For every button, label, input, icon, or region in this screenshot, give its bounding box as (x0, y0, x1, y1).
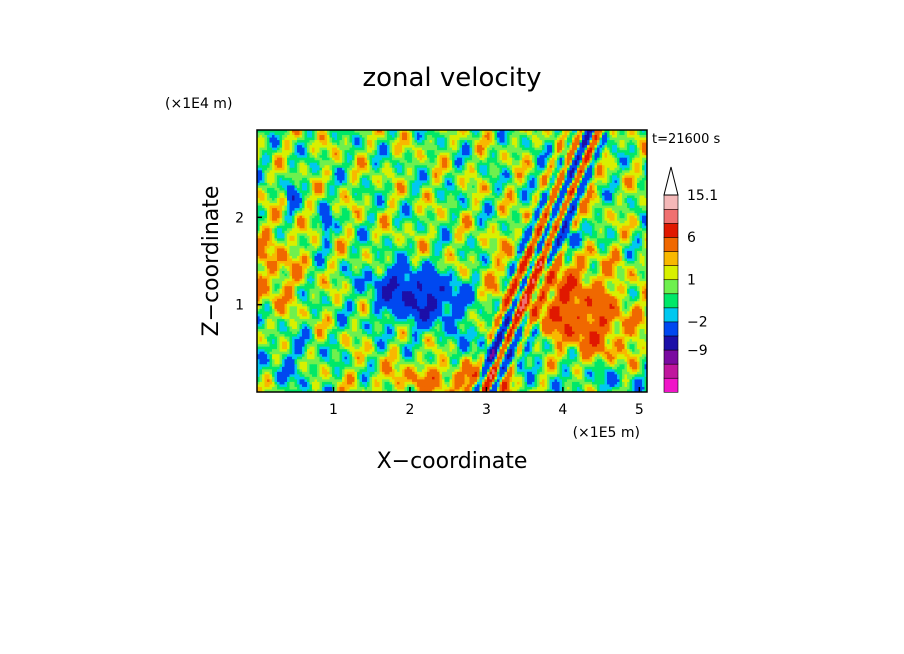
y-axis-ticks: 12 (235, 210, 262, 314)
colorbar-swatch (663, 293, 679, 309)
colorbar-tick-label: 15.1 (687, 188, 718, 204)
colorbar-swatch (663, 236, 679, 252)
colorbar-swatch (663, 279, 679, 295)
x-tick-label: 3 (482, 402, 491, 418)
heatmap-field (257, 130, 647, 392)
x-tick-label: 5 (635, 402, 644, 418)
time-label: t=21600 s (652, 132, 720, 147)
colorbar-tick-label: −9 (687, 343, 708, 359)
x-tick-label: 1 (329, 402, 338, 418)
y-axis-title: Z−coordinate (199, 186, 224, 337)
y-unit-label: (×1E4 m) (165, 96, 232, 112)
colorbar-swatch (663, 363, 679, 379)
y-tick-label: 1 (235, 298, 244, 314)
colorbar-over-arrow (663, 166, 679, 196)
colorbar-swatch (663, 194, 679, 210)
colorbar-tick-label: 6 (687, 230, 696, 246)
colorbar-swatch (663, 321, 679, 337)
colorbar-swatch (663, 349, 679, 365)
y-tick-label: 2 (235, 210, 244, 226)
colorbar-swatch (663, 208, 679, 224)
x-tick-label: 2 (405, 402, 414, 418)
x-unit-label: (×1E5 m) (573, 425, 640, 441)
x-axis-title: X−coordinate (377, 449, 528, 474)
colorbar: 15.1 6 1 −2 −9 (663, 166, 718, 393)
colorbar-swatch (663, 222, 679, 238)
x-tick-label: 4 (558, 402, 567, 418)
colorbar-swatch (663, 335, 679, 351)
colorbar-swatch (663, 265, 679, 281)
colorbar-swatch (663, 307, 679, 323)
chart-title: zonal velocity (362, 63, 541, 93)
colorbar-tick-label: −2 (687, 315, 708, 331)
plot-frame (256, 129, 648, 393)
x-axis-ticks: 1 2 3 4 5 (329, 387, 644, 418)
colorbar-swatch (663, 250, 679, 266)
colorbar-swatch (663, 377, 679, 393)
colorbar-tick-label: 1 (687, 272, 696, 288)
